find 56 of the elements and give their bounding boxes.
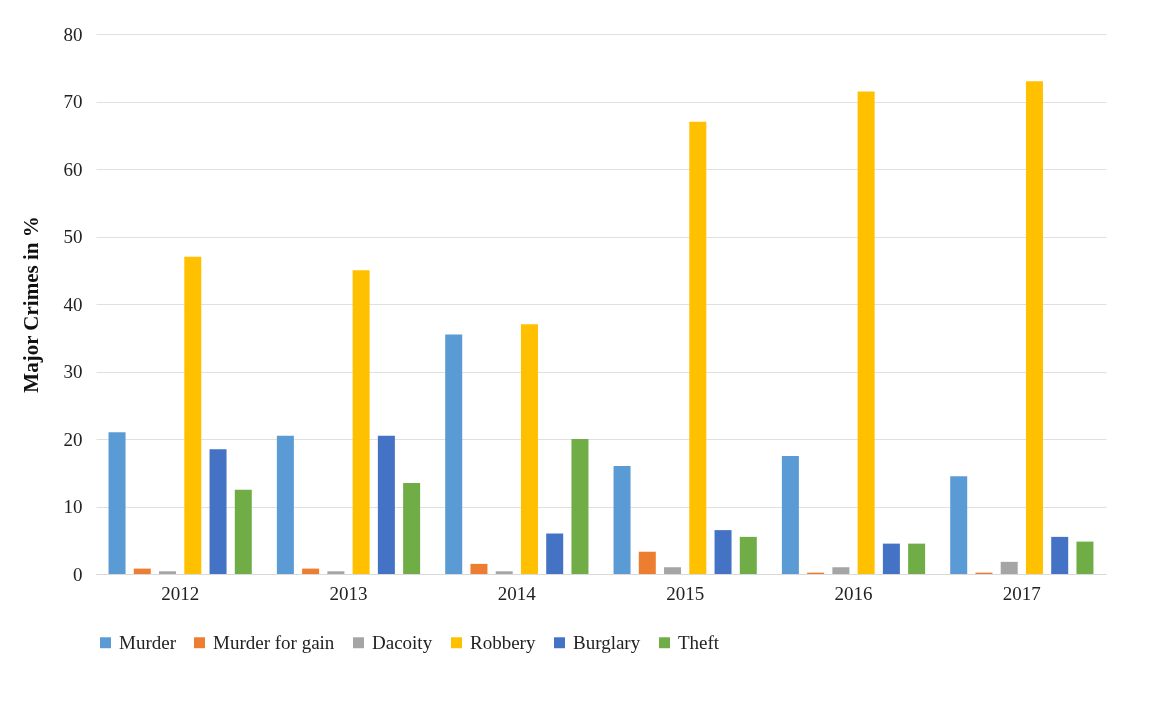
bar	[209, 449, 227, 574]
bar	[133, 568, 151, 574]
y-tick-label: 40	[63, 293, 83, 315]
legend-label: Murder	[119, 631, 177, 653]
bar	[445, 334, 463, 574]
bar	[276, 435, 294, 574]
bar	[546, 533, 564, 574]
y-tick-label: 70	[63, 91, 83, 112]
x-tick-label: 2012	[161, 582, 200, 604]
bar	[664, 567, 682, 574]
bar	[403, 482, 421, 574]
legend-label: Burglary	[573, 631, 641, 653]
x-tick-label: 2016	[834, 582, 873, 604]
bar	[327, 571, 345, 574]
bar	[234, 489, 252, 574]
bar	[470, 563, 488, 574]
y-tick-label: 80	[63, 23, 83, 45]
y-tick-label: 10	[63, 496, 83, 517]
bar	[377, 435, 395, 574]
bar	[108, 432, 126, 574]
bar	[520, 324, 538, 574]
bar	[739, 536, 757, 574]
bar	[638, 551, 656, 574]
bar	[882, 543, 900, 574]
bar	[613, 466, 631, 574]
bar	[1076, 541, 1094, 574]
bar	[184, 256, 202, 574]
x-tick-label: 2015	[666, 582, 705, 604]
legend-label: Theft	[678, 631, 720, 653]
y-tick-label: 0	[73, 563, 83, 585]
bar	[495, 571, 513, 574]
legend-label: Robbery	[470, 631, 536, 653]
bar	[832, 567, 850, 574]
bar	[302, 568, 320, 574]
bar	[857, 91, 875, 574]
y-tick-label: 60	[63, 158, 83, 180]
bar	[352, 270, 370, 574]
bar	[571, 439, 589, 574]
bar	[781, 455, 799, 574]
bar	[1051, 536, 1069, 574]
bar	[950, 476, 968, 574]
bar	[908, 543, 926, 574]
x-tick-label: 2014	[497, 582, 537, 604]
bar	[1000, 561, 1018, 574]
bar	[1025, 81, 1043, 574]
bar	[689, 121, 707, 574]
y-axis-title: Major Crimes in %	[18, 216, 43, 393]
y-tick-label: 20	[63, 428, 83, 450]
x-tick-label: 2013	[329, 582, 368, 604]
y-tick-label: 50	[63, 226, 83, 247]
bar	[159, 571, 177, 574]
bar	[714, 530, 732, 574]
x-tick-label: 2017	[1002, 582, 1041, 604]
y-tick-label: 30	[63, 361, 83, 382]
legend-label: Murder for gain	[213, 631, 335, 653]
legend-label: Dacoity	[372, 631, 433, 653]
